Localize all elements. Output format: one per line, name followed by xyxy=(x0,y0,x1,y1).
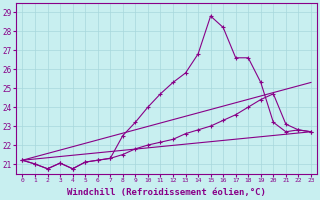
X-axis label: Windchill (Refroidissement éolien,°C): Windchill (Refroidissement éolien,°C) xyxy=(67,188,266,197)
